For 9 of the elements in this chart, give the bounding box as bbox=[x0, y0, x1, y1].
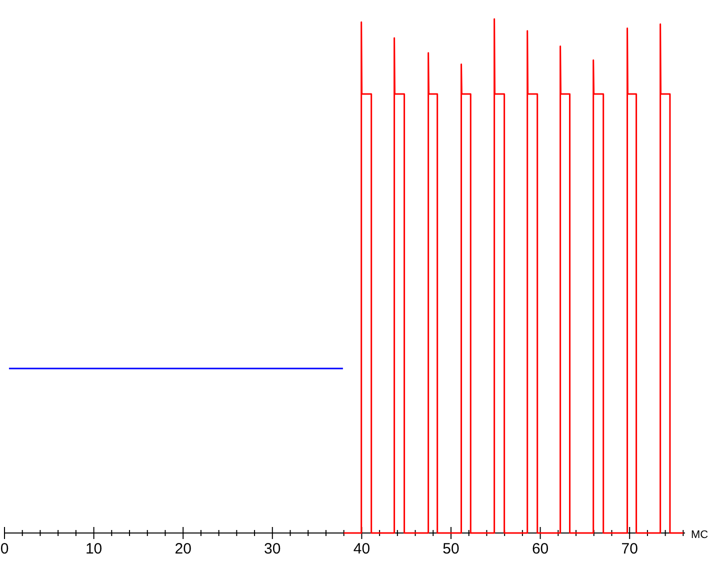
x-tick-label: 0 bbox=[0, 540, 9, 558]
x-tick-label: 20 bbox=[174, 540, 192, 558]
x-tick-label: 10 bbox=[85, 540, 102, 558]
x-tick-label: 60 bbox=[532, 540, 549, 558]
x-tick-label: 30 bbox=[264, 540, 281, 558]
x-tick-label: 70 bbox=[621, 540, 638, 558]
x-axis-title: МС bbox=[690, 529, 708, 541]
x-tick-label: 50 bbox=[442, 540, 460, 558]
x-tick-label: 40 bbox=[353, 540, 370, 558]
